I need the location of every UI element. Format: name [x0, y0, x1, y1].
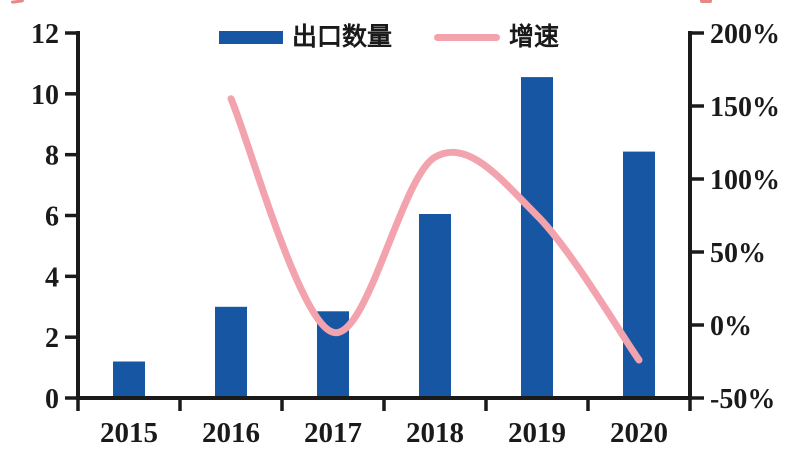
left-axis-label: 0: [45, 384, 59, 415]
x-axis-label-2020: 2020: [610, 417, 668, 449]
right-axis-label: 150%: [710, 92, 780, 123]
left-axis-label: 2: [45, 323, 59, 354]
left-axis-label: 8: [45, 141, 59, 172]
legend-item-export-bars: 出口数量: [219, 25, 392, 50]
left-axis-label: 4: [45, 262, 59, 293]
bar-2015: [113, 361, 145, 398]
right-axis-label: 200%: [710, 19, 780, 50]
left-axis-label: 12: [31, 19, 59, 50]
x-axis-label-2018: 2018: [406, 417, 464, 449]
x-axis-label-2016: 2016: [202, 417, 260, 449]
x-axis-label-2017: 2017: [304, 417, 362, 449]
left-axis-label: 6: [45, 202, 59, 233]
left-axis-label: 10: [31, 80, 59, 111]
legend-item-growth-line: 增速: [434, 25, 559, 50]
bar-2016: [215, 306, 247, 399]
right-axis-label: 100%: [710, 165, 780, 196]
bar-series-legend-label: 出口数量: [292, 23, 393, 51]
line-series-legend-label: 增速: [509, 23, 560, 51]
growth-rate-line: [227, 95, 643, 364]
crop-artifact-right: [700, 0, 712, 3]
x-axis-label-2015: 2015: [100, 417, 158, 449]
x-axis-label-2019: 2019: [508, 417, 566, 449]
bar-2018: [419, 214, 451, 398]
right-axis-label: 0%: [710, 311, 752, 342]
bar-series-swatch-icon: [219, 30, 283, 44]
right-axis-label: 50%: [710, 238, 766, 269]
legend: 出口数量 增速: [219, 21, 559, 53]
right-axis-label: -50%: [710, 384, 775, 415]
bar-2019: [521, 77, 553, 398]
line-series-swatch-icon: [434, 33, 501, 41]
